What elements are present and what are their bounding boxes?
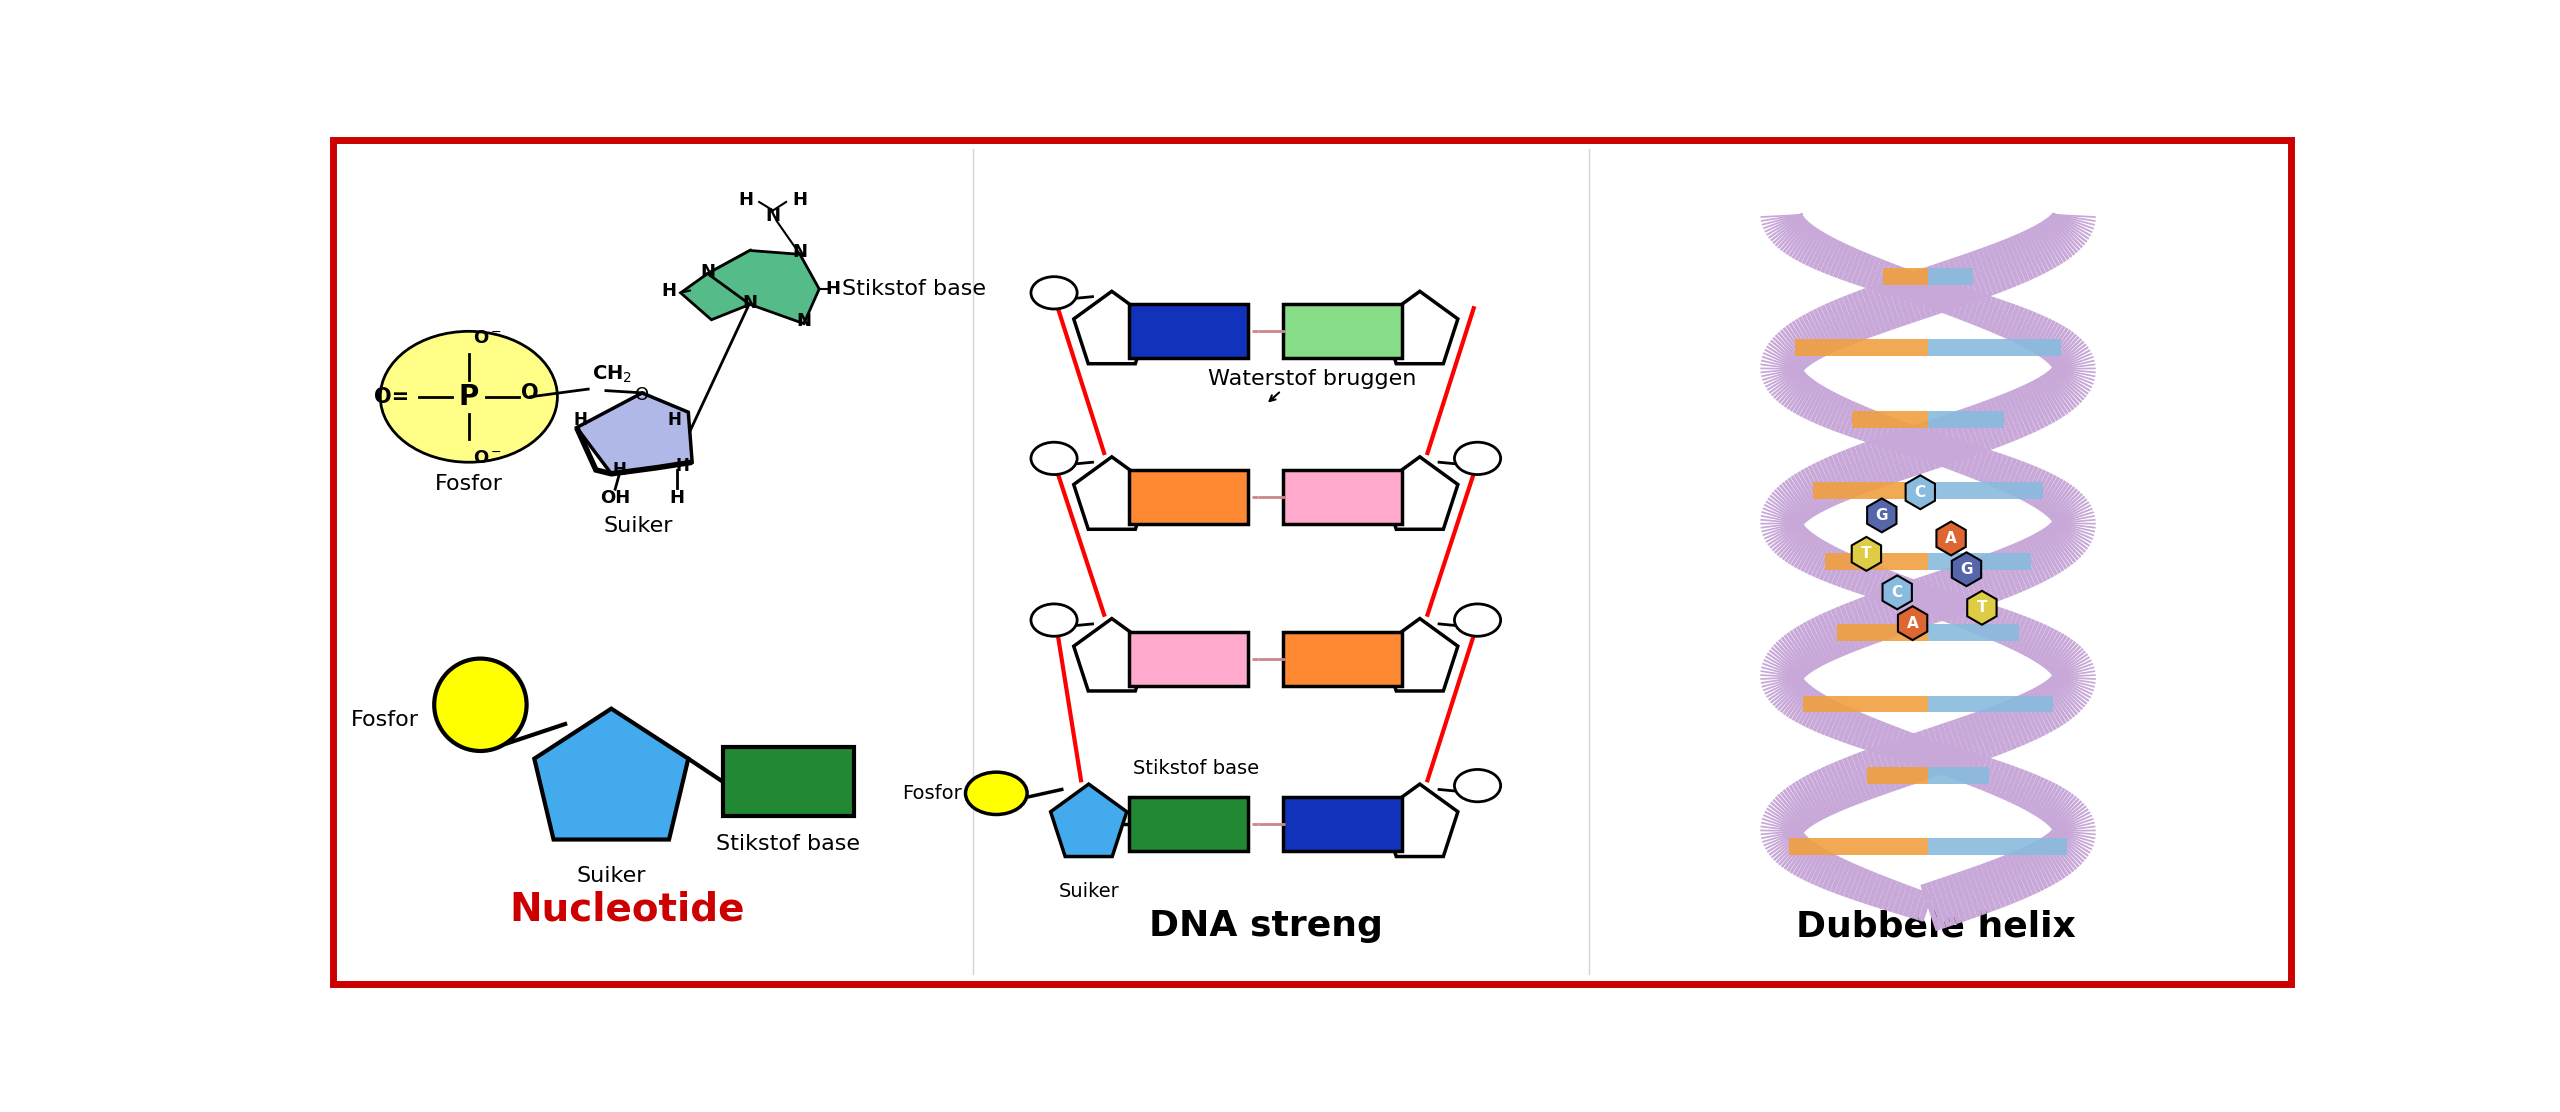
Text: Fosfor: Fosfor [351, 711, 420, 731]
Text: Waterstof bruggen: Waterstof bruggen [1208, 369, 1416, 389]
Ellipse shape [1454, 604, 1500, 636]
Ellipse shape [1454, 443, 1500, 475]
Text: N: N [742, 294, 758, 311]
Text: T: T [1861, 546, 1871, 562]
Bar [1283, 470, 1403, 524]
Text: A: A [1907, 616, 1917, 631]
Bar [1928, 481, 2043, 499]
Bar [1795, 339, 1928, 356]
Bar [1928, 767, 1989, 784]
Polygon shape [1073, 457, 1149, 529]
Bar [1928, 624, 2020, 642]
Bar [1283, 305, 1403, 358]
Text: G: G [1961, 562, 1974, 577]
Text: C: C [1915, 485, 1925, 499]
Text: Stikstof base: Stikstof base [1134, 758, 1260, 778]
Bar [1928, 410, 2004, 428]
Text: O: O [522, 383, 538, 403]
Text: N: N [765, 207, 781, 225]
Ellipse shape [1032, 604, 1078, 636]
Polygon shape [1073, 618, 1149, 691]
Text: O$^-$: O$^-$ [474, 329, 502, 347]
Bar [1283, 632, 1403, 685]
Bar [1928, 553, 2033, 570]
Bar [1928, 268, 1974, 285]
Bar [1802, 695, 1928, 713]
Polygon shape [1382, 291, 1457, 364]
Text: Fosfor: Fosfor [435, 474, 502, 494]
Text: A: A [1946, 530, 1956, 546]
Bar [1283, 797, 1403, 851]
Bar [1129, 632, 1249, 685]
Text: H: H [824, 280, 840, 298]
Text: OH: OH [599, 489, 630, 507]
Polygon shape [535, 708, 689, 840]
Bar [1851, 410, 1928, 428]
Text: Dubbele helix: Dubbele helix [1795, 910, 2076, 943]
Bar [1866, 767, 1928, 784]
Bar [1928, 695, 2053, 713]
Bar [722, 747, 855, 816]
Text: T: T [1976, 600, 1987, 615]
Text: Stikstof base: Stikstof base [717, 834, 860, 854]
Polygon shape [1382, 618, 1457, 691]
Text: Suiker: Suiker [576, 866, 645, 886]
Text: N: N [699, 264, 714, 281]
Text: H: H [791, 191, 806, 209]
Text: Nucleotide: Nucleotide [509, 890, 745, 929]
Text: H: H [612, 461, 627, 479]
Text: O$^-$: O$^-$ [474, 449, 502, 467]
Bar [1789, 838, 1928, 855]
Text: N: N [794, 244, 806, 261]
Text: H: H [668, 489, 684, 507]
Bar [1812, 481, 1928, 499]
Text: Stikstof base: Stikstof base [842, 279, 986, 299]
Text: CH$_2$: CH$_2$ [591, 364, 632, 385]
Text: Fosfor: Fosfor [901, 784, 963, 803]
Text: H: H [676, 457, 689, 475]
Text: H: H [740, 191, 753, 209]
Ellipse shape [1454, 770, 1500, 802]
Polygon shape [681, 250, 750, 320]
Polygon shape [576, 393, 691, 474]
Circle shape [435, 658, 527, 751]
Text: H: H [668, 410, 681, 429]
Text: G: G [1876, 508, 1889, 523]
Text: C: C [1892, 585, 1902, 599]
Bar [1928, 838, 2066, 855]
Bar [1825, 553, 1928, 570]
Bar [1838, 624, 1928, 642]
Bar [1928, 339, 2061, 356]
Text: H: H [573, 410, 586, 429]
Polygon shape [1382, 457, 1457, 529]
Text: H: H [660, 281, 676, 299]
Text: Suiker: Suiker [604, 516, 673, 536]
Polygon shape [1382, 784, 1457, 856]
Bar [1129, 470, 1249, 524]
Ellipse shape [1032, 443, 1078, 475]
Text: N: N [796, 312, 812, 330]
Text: O=: O= [374, 387, 410, 407]
Polygon shape [1073, 291, 1149, 364]
Text: DNA streng: DNA streng [1149, 910, 1382, 943]
Text: Suiker: Suiker [1057, 882, 1119, 901]
Polygon shape [707, 250, 819, 324]
Text: O: O [635, 386, 650, 405]
Ellipse shape [1032, 277, 1078, 309]
Polygon shape [1050, 784, 1126, 856]
Ellipse shape [381, 331, 558, 463]
Bar [1129, 305, 1249, 358]
Text: P: P [458, 383, 479, 410]
Ellipse shape [965, 772, 1027, 814]
Bar [1129, 797, 1249, 851]
Bar [1882, 268, 1928, 285]
